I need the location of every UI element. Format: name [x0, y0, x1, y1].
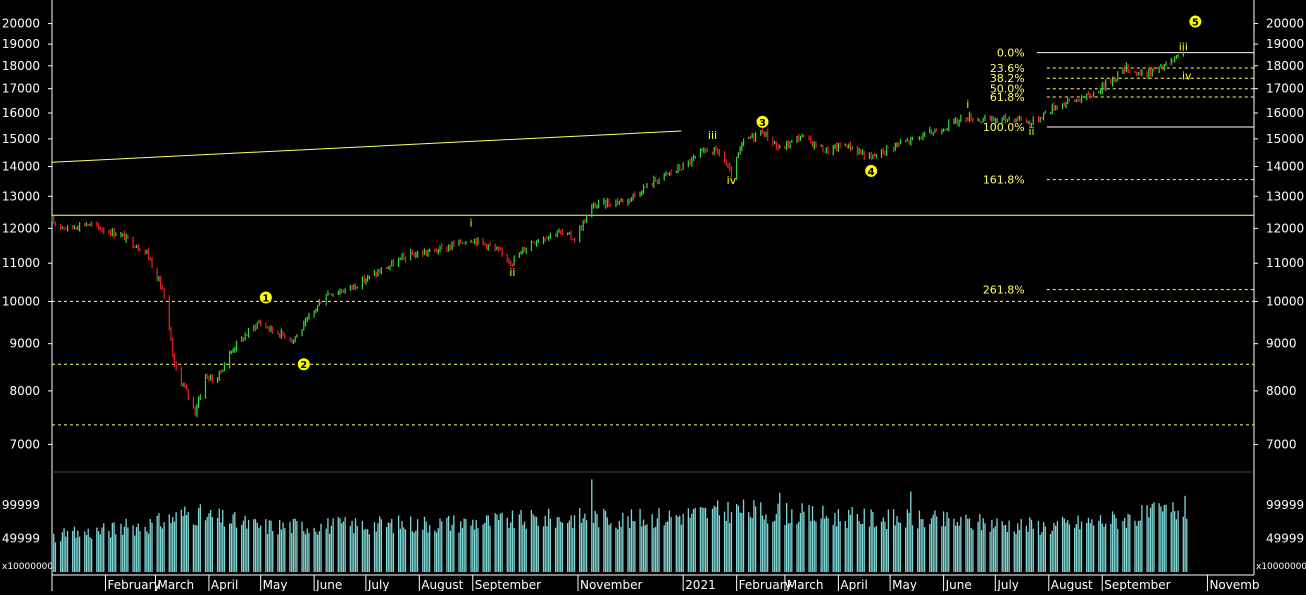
- wave-marker-label: iv: [1182, 69, 1192, 82]
- x-tick-label: March: [157, 578, 194, 591]
- x-tick-label: April: [211, 578, 238, 591]
- x-tick-label: Novemb: [1209, 578, 1259, 591]
- y-tick-label-right: 19000: [1266, 37, 1304, 51]
- fib-level-label: 61.8%: [990, 91, 1025, 104]
- y-tick-label-left: 20000: [2, 17, 40, 31]
- y-tick-label-right: 12000: [1266, 221, 1304, 235]
- volume-tick-label-right: 99999: [1266, 498, 1304, 512]
- y-tick-label-right: 8000: [1266, 384, 1297, 398]
- volume-tick-label-left: 99999: [2, 498, 40, 512]
- wave-marker-circle: [297, 358, 310, 371]
- x-tick-label: March: [787, 578, 824, 591]
- y-tick-label-right: 9000: [1266, 337, 1297, 351]
- volume-tick-label-right: 49999: [1266, 531, 1304, 545]
- x-tick-label: August: [1051, 578, 1093, 591]
- x-tick-label: August: [421, 578, 463, 591]
- y-tick-label-left: 8000: [9, 384, 40, 398]
- wave-marker-label: iv: [727, 174, 737, 187]
- y-tick-label-right: 13000: [1266, 189, 1304, 203]
- fib-level-label: 50.0%: [990, 83, 1025, 96]
- x-tick-label: November: [580, 578, 642, 591]
- fib-level-label: 23.6%: [990, 62, 1025, 75]
- y-tick-label-left: 11000: [2, 256, 40, 270]
- x-tick-label: July: [367, 578, 390, 591]
- fib-level-label: 0.0%: [997, 47, 1025, 60]
- y-tick-label-left: 10000: [2, 294, 40, 308]
- wave-marker-label: ii: [1028, 125, 1034, 138]
- y-tick-label-left: 17000: [2, 82, 40, 96]
- wave-marker-label: 4: [868, 167, 875, 178]
- y-tick-label-right: 14000: [1266, 160, 1304, 174]
- wave-marker-circle: [756, 115, 769, 128]
- wave-marker-label: 5: [1192, 18, 1199, 29]
- y-tick-label-left: 13000: [2, 189, 40, 203]
- wave-marker-label: ii: [509, 266, 515, 279]
- wave-marker-label: i: [470, 217, 473, 230]
- x-tick-label: June: [945, 578, 972, 591]
- x-tick-label: February: [107, 578, 160, 591]
- x-tick-label: September: [1104, 578, 1170, 591]
- wave-marker-label: i: [966, 98, 969, 111]
- y-tick-label-right: 20000: [1266, 17, 1304, 31]
- fib-level-label: 261.8%: [983, 284, 1025, 297]
- fib-level-label: 38.2%: [990, 72, 1025, 85]
- y-tick-label-right: 18000: [1266, 59, 1304, 73]
- x-tick-label: June: [315, 578, 342, 591]
- x-tick-label: April: [840, 578, 867, 591]
- y-tick-label-right: 10000: [1266, 294, 1304, 308]
- trend-line: [51, 130, 682, 163]
- wave-marker-circle: [1189, 15, 1202, 28]
- wave-marker-label: 3: [759, 118, 766, 129]
- y-tick-label-right: 15000: [1266, 132, 1304, 146]
- wave-marker-circle: [865, 164, 878, 177]
- y-tick-label-right: 16000: [1266, 106, 1304, 120]
- y-tick-label-right: 7000: [1266, 437, 1297, 451]
- y-tick-label-left: 19000: [2, 37, 40, 51]
- y-tick-label-left: 14000: [2, 160, 40, 174]
- y-tick-label-left: 18000: [2, 59, 40, 73]
- wave-marker-circle: [259, 291, 272, 304]
- fib-level-label: 100.0%: [983, 121, 1025, 134]
- x-tick-label: February: [739, 578, 792, 591]
- y-tick-label-right: 11000: [1266, 256, 1304, 270]
- fib-level-label: 161.8%: [983, 174, 1025, 187]
- y-tick-label-left: 15000: [2, 132, 40, 146]
- wave-marker-label: 1: [262, 293, 269, 304]
- x-tick-label: 2021: [685, 578, 716, 591]
- volume-tick-label-left: 49999: [2, 531, 40, 545]
- volume-multiplier-right: x10000000: [1256, 562, 1306, 572]
- y-tick-label-left: 16000: [2, 106, 40, 120]
- volume-multiplier-left: x10000000: [2, 562, 53, 572]
- x-tick-label: September: [475, 578, 541, 591]
- wave-marker-label: iii: [1179, 41, 1188, 54]
- x-tick-label: July: [996, 578, 1019, 591]
- x-tick-label: May: [892, 578, 917, 591]
- y-tick-label-right: 17000: [1266, 82, 1304, 96]
- wave-marker-label: iii: [708, 129, 717, 142]
- y-tick-label-left: 9000: [9, 337, 40, 351]
- x-tick-label: May: [263, 578, 288, 591]
- wave-marker-label: 2: [300, 360, 307, 371]
- y-tick-label-left: 12000: [2, 221, 40, 235]
- y-tick-label-left: 7000: [9, 437, 40, 451]
